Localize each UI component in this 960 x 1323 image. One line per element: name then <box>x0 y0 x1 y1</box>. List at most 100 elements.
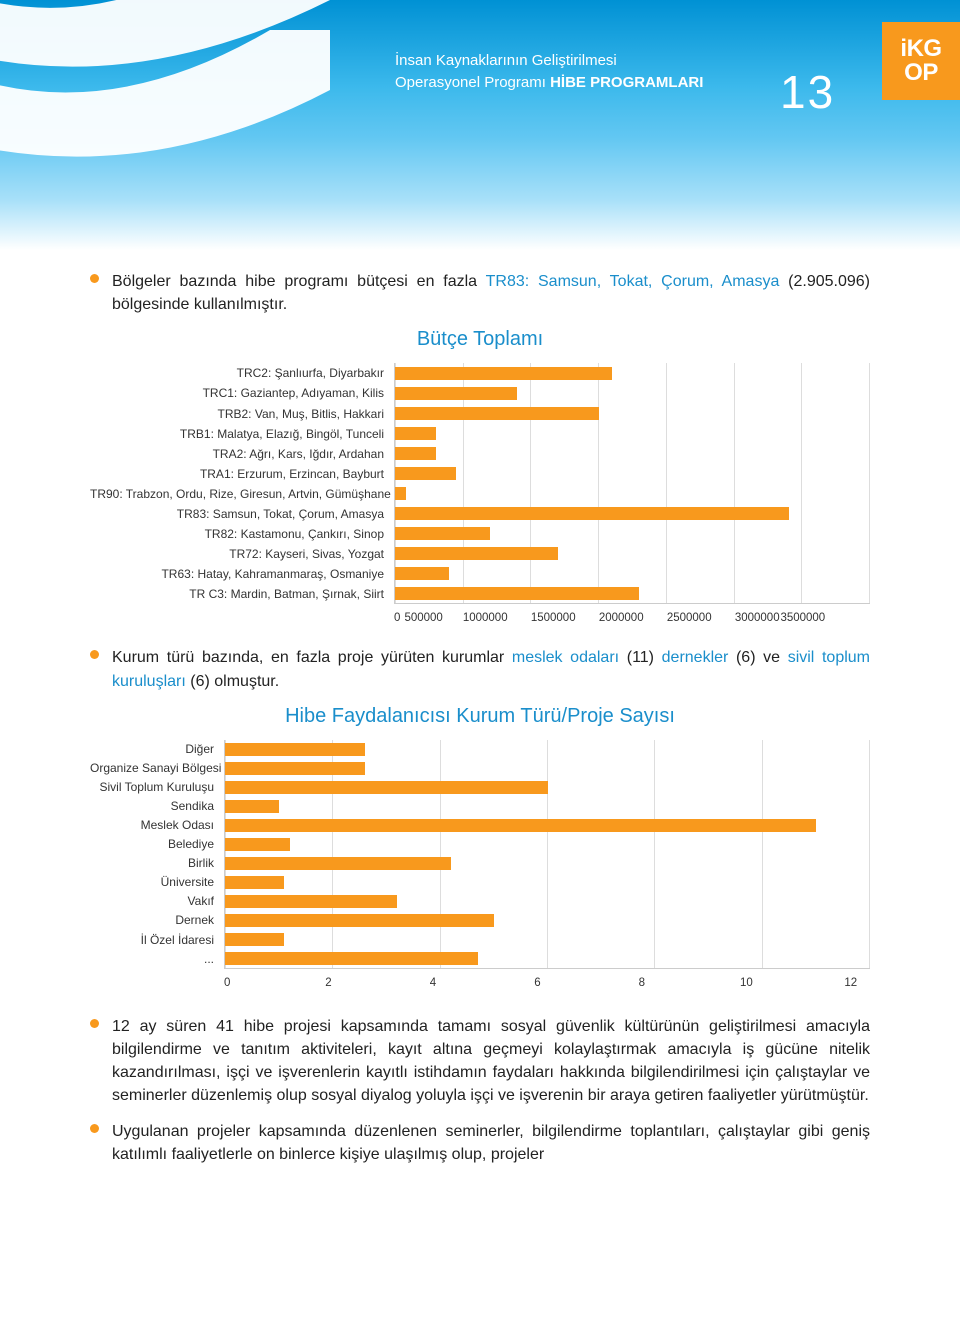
chart-bar-row <box>225 873 870 892</box>
chart-bar <box>395 507 789 521</box>
chart-bar-row <box>395 503 870 523</box>
bullet-dot-icon <box>90 650 104 664</box>
chart-bar-row <box>395 363 870 383</box>
chart-bar <box>395 467 456 481</box>
chart-budget-total: TRC2: Şanlıurfa, DiyarbakırTRC1: Gaziant… <box>90 363 870 624</box>
chart-category-label: Vakıf <box>90 892 220 911</box>
bullet-paragraph-4: Uygulanan projeler kapsamında düzenlenen… <box>90 1120 870 1166</box>
chart-category-label: Belediye <box>90 835 220 854</box>
chart-bar-row <box>395 383 870 403</box>
chart-category-label: TRA2: Ağrı, Kars, Iğdır, Ardahan <box>90 444 390 464</box>
chart-x-tick: 8 <box>639 977 645 989</box>
chart-bar <box>395 407 599 421</box>
chart-category-label: ... <box>90 950 220 969</box>
chart-category-label: Sendika <box>90 797 220 816</box>
header-line2: Operasyonel Programı HİBE PROGRAMLARI <box>395 72 703 94</box>
page-header: İnsan Kaynaklarının Geliştirilmesi Opera… <box>0 0 960 250</box>
chart-bar <box>395 447 436 461</box>
bullet-dot-icon <box>90 1019 104 1033</box>
chart-x-tick: 2500000 <box>667 612 712 624</box>
highlight-region: TR83: Samsun, Tokat, Çorum, Amasya <box>486 273 780 290</box>
chart-bar-row <box>225 930 870 949</box>
chart-category-label: TRC1: Gaziantep, Adıyaman, Kilis <box>90 383 390 403</box>
chart-bar <box>395 427 436 441</box>
chart-bar <box>225 914 494 927</box>
chart-x-tick: 0 <box>394 612 400 624</box>
chart-category-label: Üniversite <box>90 873 220 892</box>
bullet-paragraph-3: 12 ay süren 41 hibe projesi kapsamında t… <box>90 1015 870 1108</box>
bullet-dot-icon <box>90 1124 104 1138</box>
bullet-dot-icon <box>90 274 104 288</box>
header-title: İnsan Kaynaklarının Geliştirilmesi Opera… <box>395 50 703 94</box>
chart-bar <box>395 387 517 401</box>
ikg-op-logo: iKG OP <box>882 22 960 100</box>
chart-bar-row <box>225 911 870 930</box>
bullet-paragraph-1: Bölgeler bazında hibe programı bütçesi e… <box>90 270 870 316</box>
chart-bar-row <box>225 759 870 778</box>
chart-x-tick: 500000 <box>404 612 442 624</box>
chart-category-label: Dernek <box>90 911 220 930</box>
header-line1: İnsan Kaynaklarının Geliştirilmesi <box>395 50 703 72</box>
chart-bar <box>225 743 365 756</box>
chart2-title: Hibe Faydalanıcısı Kurum Türü/Proje Sayı… <box>90 705 870 728</box>
chart-bar-row <box>225 949 870 968</box>
chart-category-label: TR C3: Mardin, Batman, Şırnak, Siirt <box>90 584 390 604</box>
chart-bar-row <box>225 816 870 835</box>
chart-bar-row <box>395 583 870 603</box>
chart-bar <box>225 895 397 908</box>
chart-bar-row <box>225 835 870 854</box>
chart-bar <box>225 857 451 870</box>
chart1-title: Bütçe Toplamı <box>90 328 870 351</box>
chart-x-tick: 4 <box>430 977 436 989</box>
page-content: Bölgeler bazında hibe programı bütçesi e… <box>0 250 960 1166</box>
chart-bar-row <box>395 483 870 503</box>
chart-category-label: Sivil Toplum Kuruluşu <box>90 778 220 797</box>
chart-bar-row <box>225 797 870 816</box>
chart-bar-row <box>395 463 870 483</box>
chart-bar <box>225 876 284 889</box>
chart-bar <box>225 762 365 775</box>
chart-x-tick: 12 <box>844 977 857 989</box>
chart-bar-row <box>395 423 870 443</box>
chart-bar-row <box>395 403 870 423</box>
logo-line1: iKG <box>900 37 941 61</box>
chart-category-label: TRC2: Şanlıurfa, Diyarbakır <box>90 363 390 383</box>
chart-x-tick: 1500000 <box>531 612 576 624</box>
chart-bar-row <box>395 443 870 463</box>
chart-bar <box>225 952 478 965</box>
chart-x-tick: 2 <box>325 977 331 989</box>
chart-x-tick: 2000000 <box>599 612 644 624</box>
chart-bar <box>225 781 548 794</box>
chart-bar <box>395 367 612 381</box>
chart-category-label: TR90: Trabzon, Ordu, Rize, Giresun, Artv… <box>90 484 390 504</box>
chart-x-tick: 0 <box>224 977 230 989</box>
chart-bar <box>225 933 284 946</box>
chart-category-label: Organize Sanayi Bölgesi <box>90 759 220 778</box>
chart-bar-row <box>225 740 870 759</box>
chart-category-label: TR72: Kayseri, Sivas, Yozgat <box>90 544 390 564</box>
chart-bar <box>395 487 406 501</box>
chart-category-label: TR63: Hatay, Kahramanmaraş, Osmaniye <box>90 564 390 584</box>
chart-category-label: TRB1: Malatya, Elazığ, Bingöl, Tunceli <box>90 424 390 444</box>
chart-category-label: Birlik <box>90 854 220 873</box>
chart-category-label: TR82: Kastamonu, Çankırı, Sinop <box>90 524 390 544</box>
chart-bar <box>395 547 558 561</box>
chart-category-label: İl Özel İdaresi <box>90 931 220 950</box>
chart-bar-row <box>225 892 870 911</box>
chart-x-tick: 3500000 <box>780 612 825 624</box>
chart-bar <box>225 800 279 813</box>
chart-beneficiary-type: DiğerOrganize Sanayi BölgesiSivil Toplum… <box>90 740 870 989</box>
chart-category-label: Meslek Odası <box>90 816 220 835</box>
chart-category-label: TRA1: Erzurum, Erzincan, Bayburt <box>90 464 390 484</box>
chart-bar <box>225 838 290 851</box>
header-swoosh <box>0 0 330 250</box>
chart-bar <box>395 587 639 601</box>
chart-bar-row <box>395 523 870 543</box>
chart-x-tick: 10 <box>740 977 753 989</box>
chart-bar-row <box>395 563 870 583</box>
bullet-paragraph-2: Kurum türü bazında, en fazla proje yürüt… <box>90 646 870 692</box>
chart-bar <box>225 819 816 832</box>
page-number: 13 <box>780 65 835 119</box>
chart-bar <box>395 567 449 581</box>
chart-bar-row <box>225 778 870 797</box>
